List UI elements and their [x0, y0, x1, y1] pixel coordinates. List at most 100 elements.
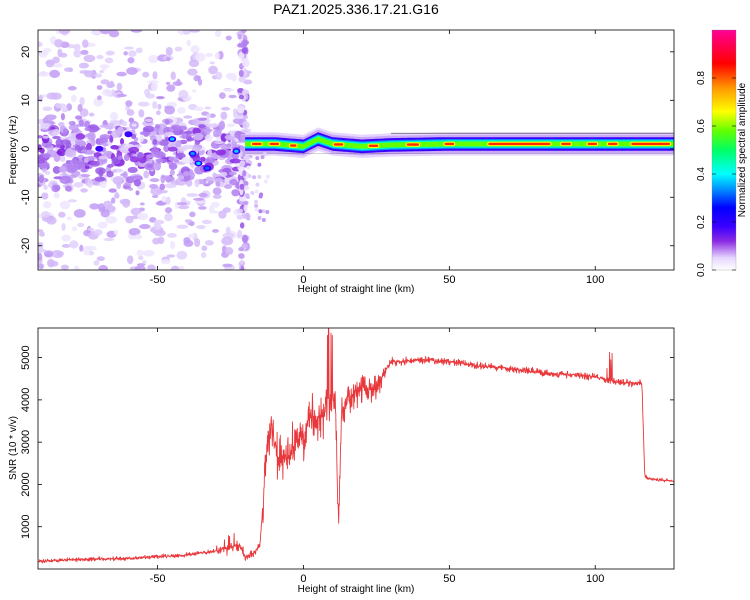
spectrogram-cell	[165, 196, 171, 205]
spectrogram-cell	[116, 82, 123, 91]
snr-x-label: Height of straight line (km)	[298, 584, 415, 595]
figure-title: PAZ1.2025.336.17.21.G16	[273, 1, 439, 17]
spectrogram-cell	[187, 233, 196, 239]
spectrogram-cell	[42, 93, 47, 98]
spectrogram-cell	[67, 86, 77, 91]
spectrogram-cell	[200, 251, 207, 259]
spectrogram-cell	[94, 73, 102, 78]
spectrogram-cell	[190, 44, 200, 54]
spectrogram-cell	[85, 143, 92, 152]
spectrogram-cell	[107, 82, 115, 88]
spectrogram-cell	[222, 263, 233, 268]
spectrogram-cell	[210, 201, 220, 208]
band-hot-red	[561, 142, 571, 146]
spectrogram-cell	[138, 255, 144, 260]
spectrogram-y-tick-label: 20	[20, 46, 32, 58]
spectrogram-cell	[124, 46, 134, 50]
spectrogram-cell	[239, 160, 246, 167]
spectrogram-cell	[243, 79, 253, 85]
spectrogram-spot	[205, 166, 210, 170]
spectrogram-cell	[56, 148, 67, 157]
spectrogram-cell	[96, 256, 105, 262]
spectrogram-cell	[206, 123, 218, 128]
spectrogram-cell	[106, 164, 114, 168]
band-hot-red	[368, 144, 379, 147]
spectrogram-cell	[51, 184, 60, 193]
spectrogram-cell	[128, 50, 137, 58]
spectrogram-spot	[234, 149, 239, 153]
spectrogram-cell	[53, 153, 61, 163]
spectrogram-y-label: Frequency (Hz)	[8, 116, 19, 185]
spectrogram-cell	[38, 144, 42, 153]
spectrogram-cell	[153, 162, 161, 171]
band-hot-red	[587, 142, 598, 146]
spectrogram-cell	[123, 51, 128, 56]
spectrogram-cell	[161, 195, 167, 203]
spectrogram-cell	[225, 72, 237, 80]
spectrogram-cell	[185, 179, 193, 187]
spectrogram-cell	[133, 179, 142, 187]
spectrogram-cell	[75, 127, 80, 133]
spectrogram-cell	[194, 178, 200, 188]
colorbar-tick-label: 0.6	[696, 119, 707, 133]
spectrogram-cell	[52, 166, 61, 174]
spectrogram-cell	[122, 171, 128, 179]
spectrogram-cell	[128, 146, 140, 153]
spectrogram-cell	[47, 182, 53, 188]
spectrogram-signal-band	[243, 127, 674, 222]
spectrogram-cell	[52, 56, 60, 64]
spectrogram-cell	[164, 207, 173, 214]
spectrogram-cell	[181, 156, 194, 165]
spectrogram-cell	[130, 207, 142, 216]
colorbar-label: Normalized spectral amplitude	[737, 82, 748, 217]
band-hot-red	[631, 142, 671, 146]
spectrogram-cell	[38, 252, 43, 261]
spectrogram-cell	[225, 35, 232, 41]
snr-panel: -50 0 50 100 1000 2000 3000 4000 5000 Height of …	[8, 327, 675, 595]
spectrogram-cell	[164, 213, 173, 222]
spectrogram-cell	[241, 243, 249, 249]
spectrogram-cell	[86, 179, 94, 188]
spectrogram-cell	[176, 202, 188, 206]
spectrogram-cell	[164, 131, 175, 136]
spectrogram-cell	[100, 209, 110, 218]
spectrogram-cell	[136, 212, 149, 221]
spectrogram-cell	[146, 154, 155, 159]
spectrogram-cell	[166, 84, 176, 92]
spectrogram-cell	[169, 169, 175, 176]
spectrogram-cell	[99, 30, 111, 35]
spectrogram-cell	[174, 201, 180, 209]
colorbar-tick-label: 0.4	[696, 167, 707, 181]
spectrogram-cell	[60, 112, 66, 121]
spectrogram-cell	[245, 193, 250, 198]
spectrogram-spot	[190, 152, 195, 156]
spectrogram-cell	[238, 51, 245, 60]
spectrogram-cell	[79, 108, 89, 117]
spectrogram-cell	[153, 219, 165, 225]
spectrogram-cell	[136, 249, 144, 257]
spectrogram-cell	[42, 106, 53, 111]
spectrogram-cell	[64, 149, 77, 158]
spectrogram-cell	[83, 251, 91, 256]
spectrogram-cell	[87, 131, 96, 141]
spectrogram-cell	[120, 138, 125, 145]
spectrogram-cell	[254, 207, 259, 212]
spectrogram-spot	[126, 132, 131, 136]
spectrogram-cell	[73, 181, 84, 188]
spectrogram-cell	[113, 229, 118, 235]
band-hot-red	[333, 143, 344, 146]
spectrogram-cell	[182, 144, 194, 150]
spectrogram-cell	[143, 170, 150, 179]
spectrogram-cell	[112, 176, 125, 185]
spectrogram-cell	[205, 134, 213, 142]
spectrogram-cell	[73, 265, 80, 270]
spectrogram-cell	[43, 184, 48, 191]
spectrogram-cell	[192, 132, 204, 141]
spectrogram-cell	[80, 188, 88, 193]
spectrogram-cell	[117, 155, 123, 161]
spectrogram-cell	[260, 155, 265, 160]
spectrogram-cell	[85, 155, 98, 160]
spectrogram-cell	[89, 203, 100, 210]
spectrogram-cell	[258, 209, 263, 214]
spectrogram-cell	[87, 124, 100, 133]
